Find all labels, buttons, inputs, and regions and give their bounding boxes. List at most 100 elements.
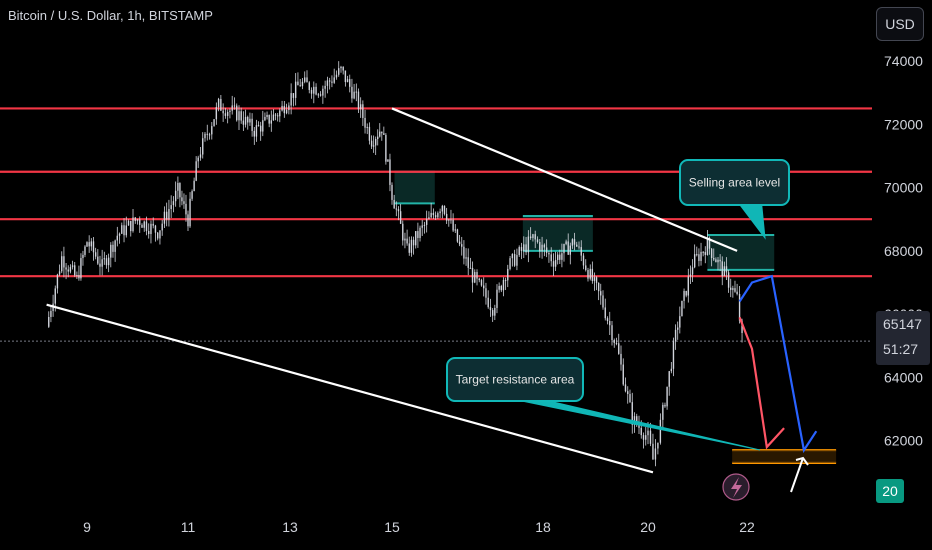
candle-body xyxy=(478,278,480,281)
candle-body xyxy=(157,232,159,239)
candle-body xyxy=(434,215,437,218)
candle-body xyxy=(193,180,195,192)
candle-body xyxy=(292,93,295,98)
candle-body xyxy=(498,286,500,290)
candle-body xyxy=(518,247,520,256)
candle-body xyxy=(454,229,456,231)
candle-body xyxy=(125,225,127,236)
candle-body xyxy=(548,252,550,255)
candle-body xyxy=(145,221,148,232)
candle-body xyxy=(331,81,333,83)
candle-body xyxy=(474,272,476,283)
candle-body xyxy=(368,126,371,141)
candle-body xyxy=(141,224,143,228)
candle-body xyxy=(233,105,236,107)
candle-body xyxy=(589,268,591,279)
candle-body xyxy=(618,343,620,354)
candle-body xyxy=(397,209,400,212)
x-tick-label: 20 xyxy=(640,519,656,535)
candle-body xyxy=(467,257,469,268)
candle-body xyxy=(723,266,726,277)
candle-body xyxy=(56,274,59,289)
candle-body xyxy=(691,267,694,275)
candle-body xyxy=(674,329,677,342)
candle-body xyxy=(713,257,715,260)
candle-body xyxy=(370,140,373,147)
candle-body xyxy=(494,307,496,316)
currency-button[interactable]: USD xyxy=(876,7,924,41)
candle-body xyxy=(183,201,185,204)
candle-body xyxy=(629,394,631,403)
candle-body xyxy=(511,254,514,259)
candle-body xyxy=(419,227,421,238)
candle-body xyxy=(226,111,229,116)
candle-body xyxy=(452,219,454,231)
candle-body xyxy=(461,244,463,247)
candle-body xyxy=(377,136,379,140)
candle-body xyxy=(299,85,301,87)
candle-body xyxy=(48,317,50,327)
candle-body xyxy=(67,269,69,272)
candle-body xyxy=(283,105,286,114)
candle-body xyxy=(706,238,709,255)
candle-body xyxy=(565,241,567,245)
candle-body xyxy=(351,86,353,99)
candle-body xyxy=(620,353,622,365)
candle-body xyxy=(600,291,602,296)
candle-body xyxy=(543,244,546,248)
candle-body xyxy=(513,254,516,266)
candle-body xyxy=(88,242,90,247)
candle-body xyxy=(408,243,410,253)
candle-body xyxy=(627,391,629,395)
candle-body xyxy=(689,274,692,277)
candle-body xyxy=(631,402,633,425)
lightning-icon[interactable] xyxy=(722,473,750,501)
candle-body xyxy=(185,203,187,215)
candle-body xyxy=(229,110,231,112)
candle-body xyxy=(395,208,398,210)
candle-body xyxy=(483,285,485,289)
candle-body xyxy=(507,268,509,281)
candle-body xyxy=(259,125,262,132)
candle-body xyxy=(715,259,717,263)
candle-body xyxy=(170,205,172,210)
candle-body xyxy=(148,231,150,235)
candle-body xyxy=(255,125,258,137)
candle-body xyxy=(536,239,539,243)
candle-body xyxy=(54,288,56,304)
candle-body xyxy=(112,244,114,252)
candle-body xyxy=(602,295,604,308)
candle-body xyxy=(441,205,444,212)
candle-body xyxy=(609,321,611,326)
candle-body xyxy=(247,116,249,123)
candle-body xyxy=(469,267,472,269)
candle-body xyxy=(50,310,52,318)
candle-body xyxy=(717,259,719,263)
candle-body xyxy=(702,251,704,253)
candle-body xyxy=(677,327,679,330)
candle-body xyxy=(217,98,220,108)
candle-body xyxy=(101,259,103,267)
upper-trendline xyxy=(391,107,738,252)
candle-body xyxy=(730,287,732,290)
candle-body xyxy=(84,246,86,255)
candle-body xyxy=(161,223,163,231)
candle-body xyxy=(393,199,395,209)
candle-body xyxy=(357,91,360,110)
candle-body xyxy=(687,276,690,296)
candle-body xyxy=(238,111,240,121)
candle-body xyxy=(107,257,110,266)
candle-body xyxy=(738,293,741,321)
candle-body xyxy=(406,238,408,244)
candle-body xyxy=(338,68,340,75)
candle-body xyxy=(274,114,277,116)
candle-body xyxy=(668,371,670,387)
candle-body xyxy=(364,117,366,128)
candle-body xyxy=(97,256,99,264)
candle-body xyxy=(642,435,645,440)
candle-body xyxy=(76,275,78,277)
candle-body xyxy=(242,120,245,125)
candle-body xyxy=(719,259,721,262)
candle-body xyxy=(121,225,123,234)
